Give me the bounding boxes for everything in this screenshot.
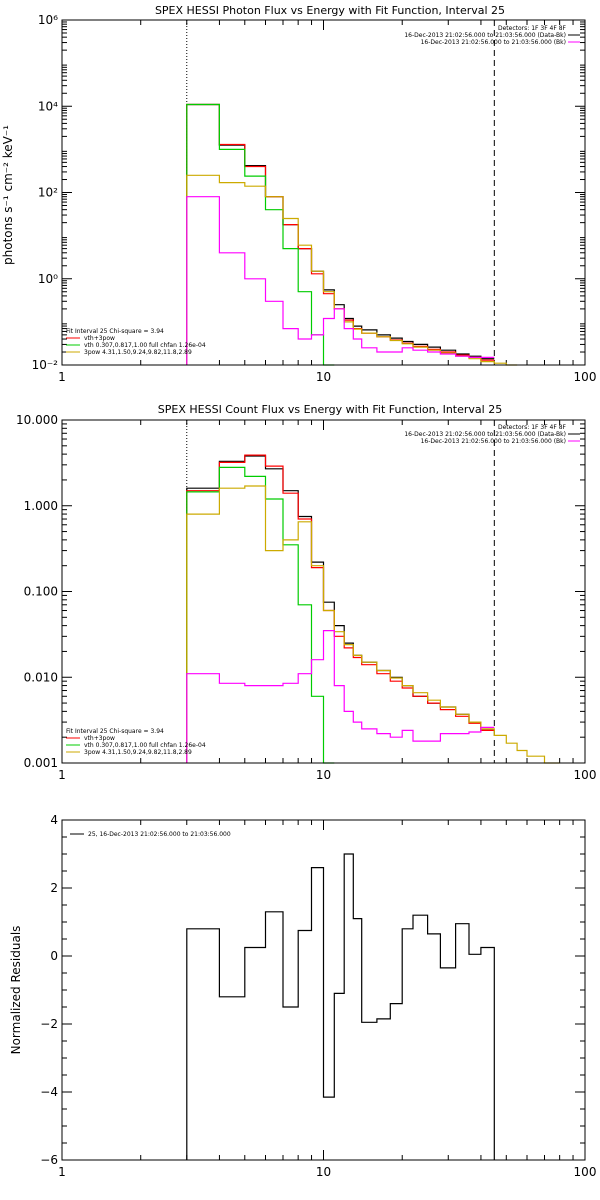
x-tick-label: 10 [316, 370, 331, 384]
count-flux-axes [61, 419, 586, 764]
y-tick-label: 0.010 [24, 670, 58, 684]
legend-detectors: Detectors: 1F 3F 4F 8F [498, 424, 567, 431]
x-tick-label: 1 [58, 1165, 66, 1179]
legend-3pow: 3pow 4.31,1.50,9.24,9.82,11.8,2.89 [84, 349, 192, 356]
series-vth-3pow [186, 103, 495, 365]
residuals-axes [61, 819, 586, 1161]
legend-detectors: Detectors: 1F 3F 4F 8F [498, 25, 567, 32]
legend-fit-interval: Fit Interval 25 Chi-square = 3.94 [66, 728, 164, 735]
photon-flux-title: SPEX HESSI Photon Flux vs Energy with Fi… [155, 4, 505, 17]
legend-fit-interval: Fit Interval 25 Chi-square = 3.94 [66, 328, 164, 335]
legend-data-bk: 16-Dec-2013 21:02:56.000 to 21:03:56.000… [404, 431, 566, 438]
y-tick-label: 10² [38, 186, 58, 200]
series-data-bk [186, 103, 495, 365]
x-tick-label: 100 [574, 1165, 597, 1179]
legend-vth3pow: vth+3pow [84, 735, 115, 742]
x-tick-label: 10 [316, 768, 331, 782]
legend-data-bk: 16-Dec-2013 21:02:56.000 to 21:03:56.000… [404, 32, 566, 39]
series-vth-3pow [186, 454, 495, 763]
y-tick-label: 10⁰ [38, 272, 58, 286]
y-tick-label: −4 [40, 1085, 58, 1099]
x-tick-label: 1 [58, 768, 66, 782]
series-vth [186, 103, 335, 366]
count-flux-legend-bottom: Fit Interval 25 Chi-square = 3.94 vth+3p… [66, 728, 206, 756]
y-tick-label: 0.100 [24, 585, 58, 599]
series-3pow [186, 485, 560, 764]
x-tick-label: 1 [58, 370, 66, 384]
series-data-bk [186, 455, 495, 763]
photon-flux-legend-bottom: Fit Interval 25 Chi-square = 3.94 vth+3p… [66, 328, 206, 356]
legend-bk: 16-Dec-2013 21:02:56.000 to 21:03:56.000… [421, 39, 566, 46]
series-bk [186, 196, 495, 365]
residuals-legend: 25, 16-Dec-2013 21:02:56.000 to 21:03:56… [70, 831, 231, 838]
count-flux-legend-top: Detectors: 1F 3F 4F 8F 16-Dec-2013 21:02… [404, 424, 580, 445]
y-tick-label: 0 [50, 949, 58, 963]
y-tick-label: 4 [50, 813, 58, 827]
photon-flux-panel: SPEX HESSI Photon Flux vs Energy with Fi… [1, 4, 596, 384]
legend-residual-interval: 25, 16-Dec-2013 21:02:56.000 to 21:03:56… [88, 831, 231, 838]
count-flux-series [186, 420, 560, 764]
photon-flux-ylabel: photons s⁻¹ cm⁻² keV⁻¹ [1, 125, 15, 265]
count-flux-ticks: 1 10 100 0.001 0.010 0.100 1.000 10.000 [16, 413, 596, 782]
count-flux-title: SPEX HESSI Count Flux vs Energy with Fit… [158, 403, 502, 416]
legend-vth: vth 0.307,0.817,1.00 full chfan 1.26e-04 [84, 742, 206, 749]
y-tick-label: 10⁴ [38, 99, 58, 113]
x-tick-label: 100 [574, 768, 597, 782]
y-tick-label: 1.000 [24, 499, 58, 513]
series-3pow [186, 174, 518, 366]
y-tick-label: 10⁻² [32, 358, 59, 372]
series-25 [186, 853, 495, 1160]
photon-flux-legend-top: Detectors: 1F 3F 4F 8F 16-Dec-2013 21:02… [404, 25, 580, 46]
photon-flux-ticks: 1 10 100 10⁻² 10⁰ 10² 10⁴ 10⁶ [32, 13, 597, 384]
y-tick-label: 10⁶ [38, 13, 58, 27]
series-bk [186, 630, 495, 763]
residuals-series [186, 853, 495, 1160]
series-vth [186, 466, 335, 764]
x-tick-label: 100 [574, 370, 597, 384]
residuals-panel: Normalized Residuals 1 10 100 −6 −4 −2 0 2 4 25,… [9, 813, 596, 1179]
y-tick-label: 10.000 [16, 413, 58, 427]
y-tick-label: 2 [50, 881, 58, 895]
count-flux-panel: SPEX HESSI Count Flux vs Energy with Fit… [16, 403, 596, 782]
photon-flux-series [186, 20, 518, 366]
photon-flux-axes [61, 19, 586, 366]
residuals-ylabel: Normalized Residuals [9, 926, 23, 1055]
y-tick-label: −2 [40, 1017, 58, 1031]
legend-vth: vth 0.307,0.817,1.00 full chfan 1.26e-04 [84, 342, 206, 349]
legend-vth3pow: vth+3pow [84, 335, 115, 342]
y-tick-label: 0.001 [24, 756, 58, 770]
y-tick-label: −6 [40, 1153, 58, 1167]
legend-3pow: 3pow 4.31,1.50,9.24,9.82,11.8,2.89 [84, 749, 192, 756]
legend-bk: 16-Dec-2013 21:02:56.000 to 21:03:56.000… [421, 438, 566, 445]
x-tick-label: 10 [316, 1165, 331, 1179]
